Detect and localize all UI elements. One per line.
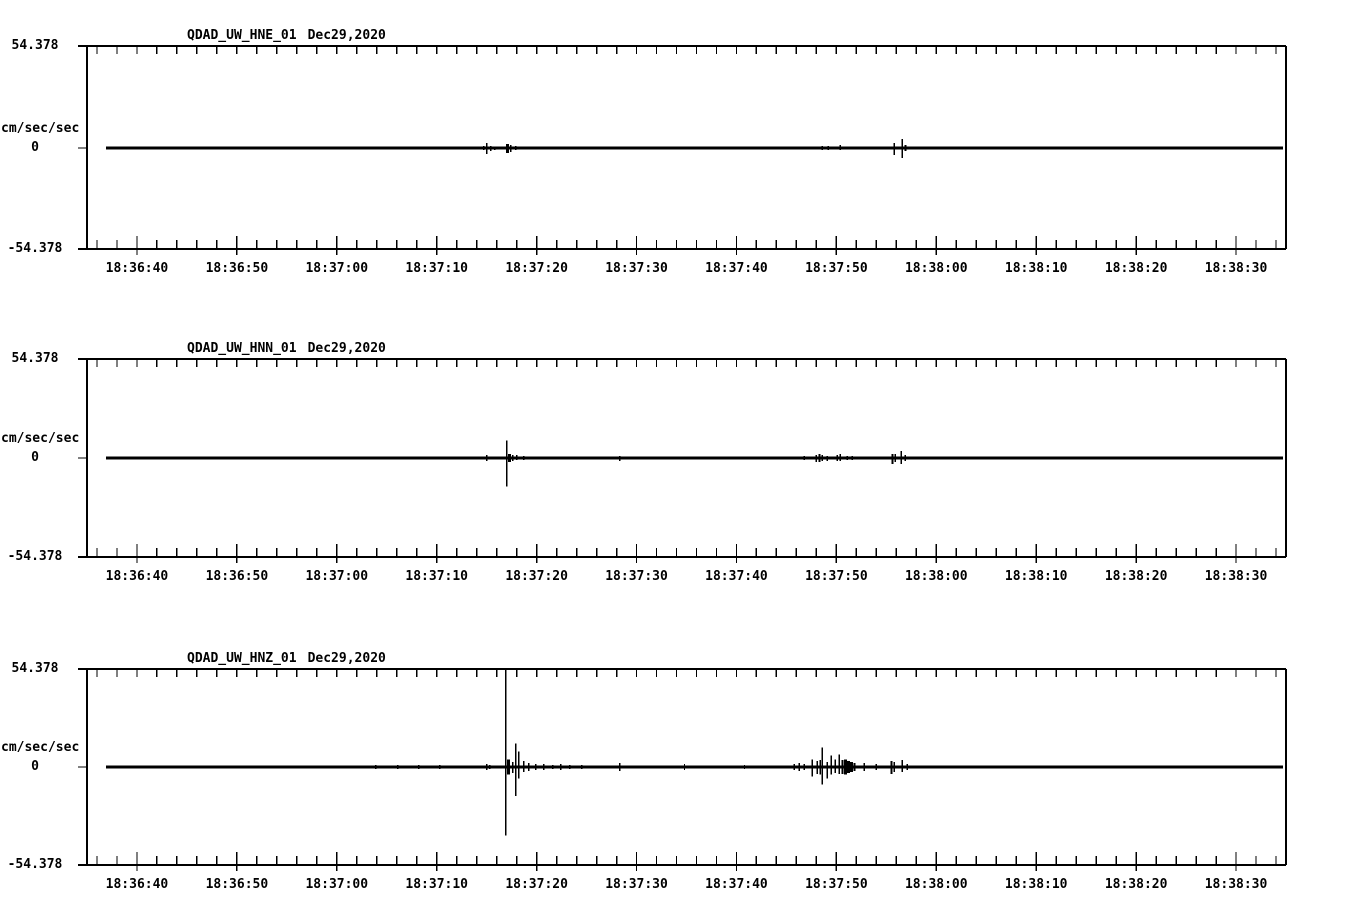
y-axis-zero-label: 0 bbox=[31, 450, 39, 465]
x-tick-label: 18:38:20 bbox=[1104, 877, 1168, 892]
x-tick-label: 18:37:00 bbox=[305, 261, 369, 276]
x-tick-label: 18:38:10 bbox=[1004, 877, 1068, 892]
x-tick-label: 18:36:40 bbox=[105, 261, 169, 276]
x-tick-label: 18:37:10 bbox=[405, 569, 469, 584]
panel-title: QDAD_UW_HNN_01 Dec29,2020 bbox=[187, 342, 386, 356]
x-tick-label: 18:37:50 bbox=[805, 261, 868, 276]
x-tick-label: 18:38:30 bbox=[1204, 877, 1268, 892]
x-tick-label: 18:38:10 bbox=[1004, 261, 1068, 276]
y-axis-unit-label: cm/sec/sec bbox=[1, 121, 80, 136]
y-axis-max-label: 54.378 bbox=[11, 661, 59, 676]
x-tick-label: 18:37:50 bbox=[805, 569, 868, 584]
y-axis-min-label: -54.378 bbox=[7, 549, 63, 564]
y-axis-zero-label: 0 bbox=[31, 140, 39, 155]
x-tick-label: 18:38:00 bbox=[904, 877, 968, 892]
y-axis-max-label: 54.378 bbox=[11, 38, 59, 53]
panel-title: QDAD_UW_HNE_01 Dec29,2020 bbox=[187, 29, 386, 43]
x-tick-label: 18:37:40 bbox=[705, 569, 768, 584]
waveform-panel-hnn bbox=[78, 358, 1287, 563]
y-axis-max-label: 54.378 bbox=[11, 351, 59, 366]
x-tick-label: 18:37:00 bbox=[305, 569, 369, 584]
x-tick-label: 18:38:20 bbox=[1104, 261, 1168, 276]
x-tick-label: 18:38:30 bbox=[1204, 569, 1268, 584]
x-tick-label: 18:36:50 bbox=[205, 877, 269, 892]
date-label: Dec29,2020 bbox=[307, 28, 386, 43]
waveform-panel-hne bbox=[78, 45, 1287, 255]
y-axis-zero-label: 0 bbox=[31, 759, 39, 774]
x-tick-label: 18:38:20 bbox=[1104, 569, 1168, 584]
x-tick-label: 18:37:40 bbox=[705, 877, 768, 892]
x-tick-label: 18:37:10 bbox=[405, 877, 469, 892]
x-tick-label: 18:36:40 bbox=[105, 877, 169, 892]
y-axis-min-label: -54.378 bbox=[7, 241, 63, 256]
panel-title: QDAD_UW_HNZ_01 Dec29,2020 bbox=[187, 652, 386, 666]
channel-id-label: QDAD_UW_HNZ_01 bbox=[187, 651, 297, 666]
x-tick-label: 18:36:40 bbox=[105, 569, 169, 584]
y-axis-unit-label: cm/sec/sec bbox=[1, 431, 80, 446]
date-label: Dec29,2020 bbox=[307, 651, 386, 666]
x-tick-label: 18:37:00 bbox=[305, 877, 369, 892]
y-axis-min-label: -54.378 bbox=[7, 857, 63, 872]
x-tick-label: 18:37:30 bbox=[605, 877, 668, 892]
x-tick-label: 18:37:30 bbox=[605, 261, 668, 276]
x-tick-label: 18:38:00 bbox=[904, 569, 968, 584]
x-tick-label: 18:37:30 bbox=[605, 569, 668, 584]
x-tick-label: 18:36:50 bbox=[205, 569, 269, 584]
y-axis-unit-label: cm/sec/sec bbox=[1, 740, 80, 755]
x-tick-label: 18:36:50 bbox=[205, 261, 269, 276]
x-tick-label: 18:37:20 bbox=[505, 261, 568, 276]
channel-id-label: QDAD_UW_HNN_01 bbox=[187, 341, 297, 356]
waveform-panel-hnz bbox=[78, 667, 1287, 871]
x-tick-label: 18:37:40 bbox=[705, 261, 768, 276]
x-tick-label: 18:38:30 bbox=[1204, 261, 1268, 276]
x-tick-label: 18:37:20 bbox=[505, 569, 568, 584]
x-tick-label: 18:37:10 bbox=[405, 261, 469, 276]
x-tick-label: 18:37:50 bbox=[805, 877, 868, 892]
x-tick-label: 18:38:10 bbox=[1004, 569, 1068, 584]
x-tick-label: 18:38:00 bbox=[904, 261, 968, 276]
x-tick-label: 18:37:20 bbox=[505, 877, 568, 892]
date-label: Dec29,2020 bbox=[307, 341, 386, 356]
channel-id-label: QDAD_UW_HNE_01 bbox=[187, 28, 297, 43]
